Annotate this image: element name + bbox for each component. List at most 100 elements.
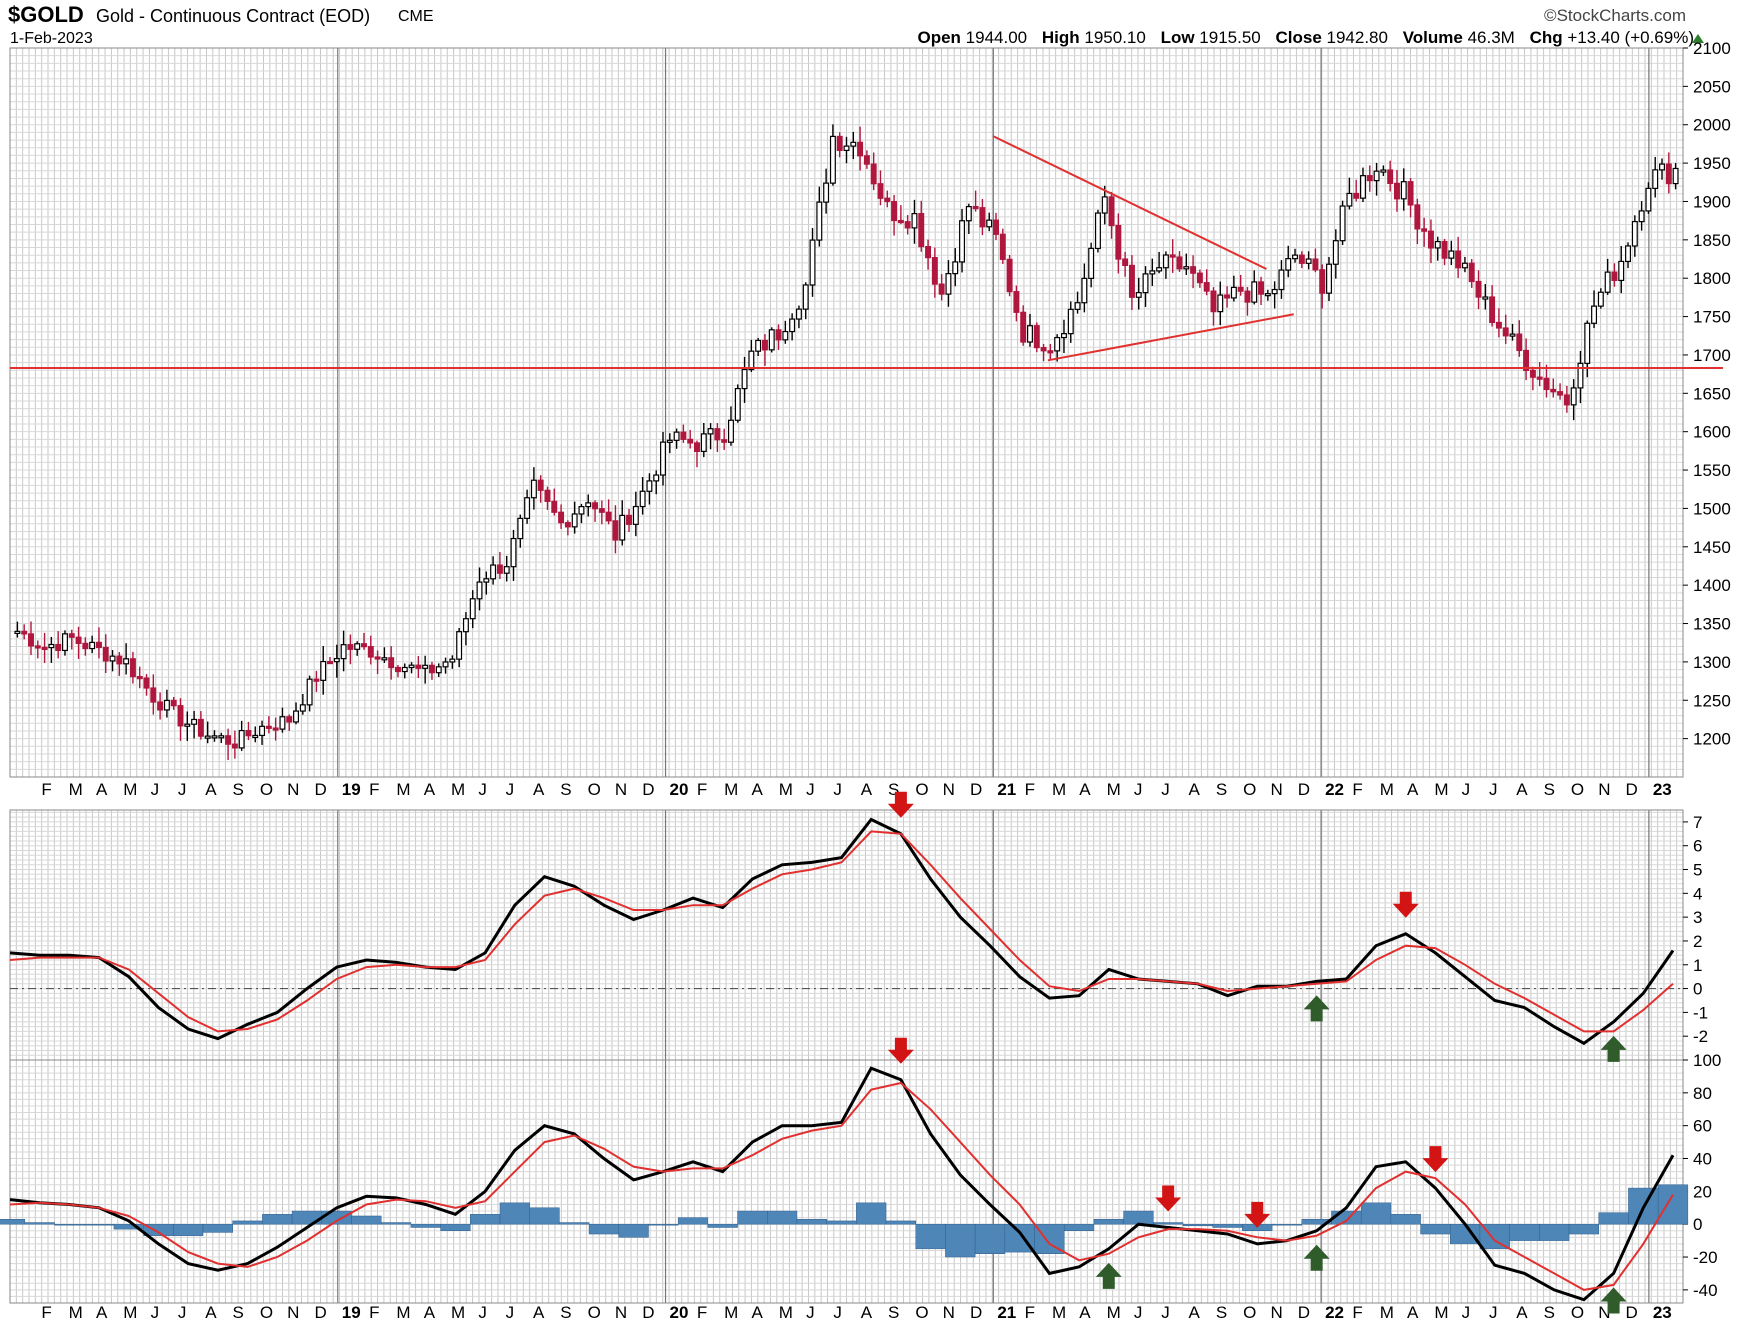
y-tick-label: 1200 — [1693, 730, 1731, 749]
indicator-2-histogram-bar — [202, 1223, 233, 1233]
candle-down — [1196, 272, 1203, 284]
candle-up — [354, 643, 361, 650]
panel-frame — [9, 47, 1684, 778]
x-tick-label: F — [369, 780, 379, 799]
x-tick-label: O — [915, 780, 928, 799]
y-tick-label: 40 — [1693, 1150, 1712, 1169]
x-tick-label: M — [396, 780, 410, 799]
candle-up — [952, 261, 959, 275]
candle-up — [469, 598, 476, 620]
candle-up — [578, 505, 585, 515]
candle-down — [551, 500, 558, 513]
candle-up — [1482, 296, 1489, 300]
candle-down — [68, 633, 75, 638]
x-tick-label: O — [1243, 780, 1256, 799]
x-tick-label: F — [1025, 1303, 1035, 1322]
up-arrow-icon — [1600, 1287, 1627, 1314]
candle-up — [14, 630, 21, 634]
x-tick-label: J — [1489, 780, 1498, 799]
y-tick-label: 3 — [1693, 908, 1702, 927]
volume-label: Volume — [1402, 28, 1463, 47]
x-tick-label: D — [1298, 780, 1310, 799]
candle-up — [191, 718, 198, 725]
x-tick-label: O — [1571, 780, 1584, 799]
x-tick-label: S — [888, 1303, 899, 1322]
candle-up — [61, 633, 68, 652]
y-tick-label: 1800 — [1693, 269, 1731, 288]
candle-up — [795, 308, 802, 320]
candle-up — [293, 710, 300, 723]
candle-up — [184, 723, 191, 727]
indicator-2-histogram-bar — [1271, 1223, 1303, 1226]
candle-up — [816, 201, 823, 241]
candle-up — [1332, 240, 1339, 265]
candle-down — [415, 664, 422, 669]
instrument-description: Gold - Continuous Contract (EOD) — [96, 6, 371, 26]
x-tick-label: O — [915, 1303, 928, 1322]
indicator-2-histogram-bar — [707, 1223, 738, 1228]
candle-up — [734, 387, 741, 421]
x-tick-label: 21 — [997, 780, 1016, 799]
candle-down — [1489, 296, 1496, 324]
low-value: 1915.50 — [1199, 28, 1261, 47]
candle-down — [265, 725, 272, 729]
x-tick-label: N — [943, 780, 955, 799]
candle-down — [1244, 290, 1251, 303]
x-tick-label: A — [751, 780, 763, 799]
candle-up — [755, 339, 762, 352]
chg-value: +13.40 (+0.69%) — [1567, 28, 1694, 47]
x-tick-label: N — [1598, 1303, 1610, 1322]
candle-down — [1237, 286, 1244, 292]
candle-down — [1502, 327, 1509, 337]
indicator-2-histogram-bar — [1153, 1222, 1184, 1225]
panel-frame — [9, 1059, 1684, 1304]
brand-watermark: ©StockCharts.com — [1544, 6, 1686, 25]
y-tick-label: 6 — [1693, 837, 1702, 856]
candle-up — [211, 735, 218, 739]
candle-up — [435, 666, 442, 674]
candle-down — [394, 666, 401, 673]
candle-up — [1326, 263, 1332, 294]
indicator-2-histogram-bar — [559, 1222, 590, 1225]
candle-up — [1638, 210, 1645, 223]
candle-up — [1230, 286, 1237, 299]
indicator-2-histogram-bar — [410, 1223, 441, 1228]
x-tick-label: M — [451, 1303, 465, 1322]
y-tick-label: 1450 — [1693, 538, 1731, 557]
x-tick-label: 20 — [670, 1303, 689, 1322]
candle-down — [592, 502, 599, 510]
x-tick-label: F — [697, 780, 707, 799]
candle-up — [585, 502, 592, 508]
candle-up — [1577, 362, 1584, 389]
close-label: Close — [1275, 28, 1322, 47]
x-tick-label: O — [588, 1303, 601, 1322]
indicator-2-histogram-bar — [1539, 1223, 1570, 1241]
candle-up — [401, 666, 408, 673]
candle-down — [1366, 175, 1373, 182]
down-arrow-icon — [1422, 1146, 1449, 1173]
y-tick-label: 1700 — [1693, 346, 1731, 365]
x-tick-label: F — [41, 1303, 51, 1322]
candle-down — [1203, 282, 1210, 292]
ohlc-readout: Open 1944.00 High 1950.10 Low 1915.50 Cl… — [917, 28, 1694, 48]
candle-down — [28, 633, 34, 647]
x-tick-label: A — [1516, 1303, 1528, 1322]
trendline — [1047, 313, 1294, 362]
indicator-2-histogram-bar — [767, 1210, 798, 1225]
x-tick-label: M — [1107, 1303, 1121, 1322]
candle-down — [1523, 349, 1530, 372]
candle-down — [626, 514, 633, 525]
x-tick-label: F — [1352, 1303, 1362, 1322]
x-tick-label: 23 — [1653, 780, 1672, 799]
candle-up — [646, 480, 653, 492]
candle-down — [41, 646, 48, 650]
candle-up — [1183, 266, 1190, 270]
candle-down — [157, 701, 164, 711]
x-tick-label: A — [533, 1303, 545, 1322]
candle-up — [1597, 291, 1604, 307]
candle-down — [761, 339, 768, 351]
close-value: 1942.80 — [1326, 28, 1388, 47]
candle-up — [748, 350, 755, 371]
x-tick-label: F — [369, 1303, 379, 1322]
